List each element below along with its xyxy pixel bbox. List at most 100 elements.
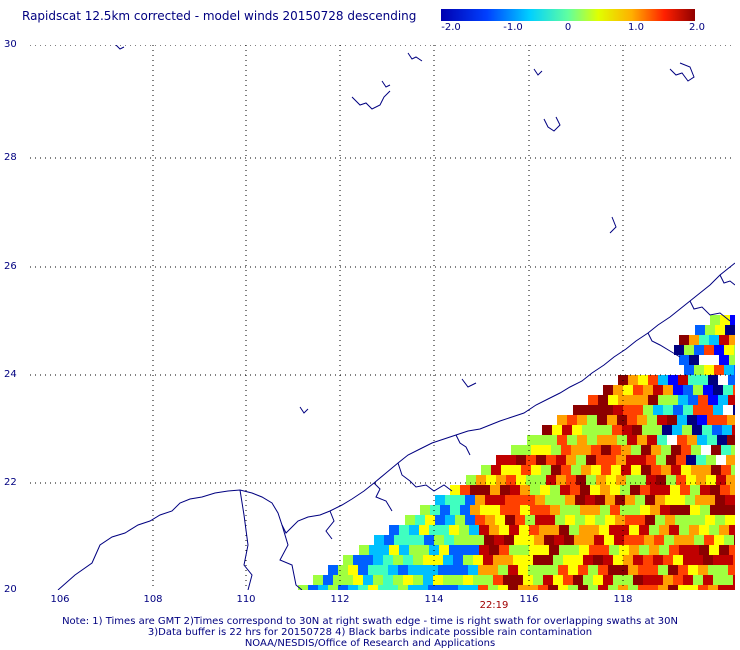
wind-cell bbox=[506, 475, 516, 485]
wind-cell bbox=[623, 555, 633, 565]
wind-cell bbox=[550, 485, 560, 495]
wind-cell bbox=[545, 515, 555, 525]
wind-cell bbox=[516, 455, 526, 465]
lat-lon-grid bbox=[30, 45, 735, 590]
wind-cell bbox=[703, 405, 713, 415]
wind-cell bbox=[714, 365, 724, 375]
wind-cell bbox=[610, 505, 620, 515]
wind-cell bbox=[589, 525, 599, 535]
wind-cell bbox=[694, 345, 704, 355]
wind-cell bbox=[699, 525, 709, 535]
wind-cell bbox=[708, 375, 718, 385]
wind-cell bbox=[688, 375, 698, 385]
wind-cell bbox=[404, 535, 414, 545]
wind-cell bbox=[645, 515, 655, 525]
note-line-2: 3)Data buffer is 22 hrs for 20150728 4) … bbox=[147, 627, 593, 638]
wind-cell bbox=[545, 495, 555, 505]
wind-cell bbox=[595, 515, 605, 525]
wind-cell bbox=[690, 485, 700, 495]
wind-cell bbox=[554, 535, 564, 545]
wind-cell bbox=[693, 575, 703, 585]
wind-cell bbox=[657, 415, 667, 425]
wind-cell bbox=[696, 475, 706, 485]
wind-cell bbox=[563, 555, 573, 565]
wind-cell bbox=[637, 415, 647, 425]
wind-cell bbox=[530, 505, 540, 515]
wind-cell bbox=[465, 495, 475, 505]
wind-cell bbox=[398, 585, 408, 590]
wind-cell bbox=[328, 565, 338, 575]
wind-cell bbox=[673, 385, 683, 395]
wind-cell bbox=[722, 425, 732, 435]
wind-cell bbox=[523, 555, 533, 565]
wind-cell bbox=[454, 535, 464, 545]
wind-cell bbox=[480, 485, 490, 495]
wind-cell bbox=[428, 585, 438, 590]
wind-cell bbox=[560, 485, 570, 495]
wind-cell bbox=[695, 325, 705, 335]
wind-cell bbox=[609, 525, 619, 535]
wind-cell bbox=[530, 485, 540, 495]
wind-cell bbox=[399, 545, 409, 555]
wind-cell bbox=[703, 575, 713, 585]
wind-cell bbox=[368, 585, 378, 590]
wind-cell bbox=[388, 565, 398, 575]
wind-cell bbox=[525, 515, 535, 525]
wind-cell bbox=[358, 565, 368, 575]
wind-cell bbox=[723, 385, 733, 395]
wind-cell bbox=[701, 465, 711, 475]
wind-cell bbox=[706, 455, 716, 465]
wind-cell bbox=[726, 475, 735, 485]
wind-cell bbox=[538, 585, 548, 590]
wind-cell bbox=[338, 565, 348, 575]
wind-cell bbox=[620, 485, 630, 495]
wind-cell bbox=[570, 505, 580, 515]
wind-cell bbox=[668, 395, 678, 405]
wind-cell bbox=[734, 535, 735, 545]
lon-label-106: 106 bbox=[50, 594, 70, 605]
wind-cell bbox=[583, 405, 593, 415]
wind-cell bbox=[508, 585, 518, 590]
wind-cell bbox=[574, 535, 584, 545]
wind-cell bbox=[569, 545, 579, 555]
wind-cell bbox=[734, 365, 735, 375]
wind-cell bbox=[680, 505, 690, 515]
lon-label-112: 112 bbox=[330, 594, 350, 605]
wind-cell bbox=[606, 455, 616, 465]
wind-cell bbox=[504, 535, 514, 545]
wind-cell bbox=[450, 505, 460, 515]
wind-cell bbox=[562, 425, 572, 435]
wind-cell bbox=[689, 525, 699, 535]
wind-cell bbox=[470, 485, 480, 495]
wind-cell bbox=[728, 565, 735, 575]
wind-cell bbox=[494, 535, 504, 545]
wind-cell bbox=[619, 525, 629, 535]
wind-cell bbox=[688, 585, 698, 590]
wind-cell bbox=[501, 465, 511, 475]
wind-cell bbox=[613, 405, 623, 415]
wind-cell bbox=[515, 515, 525, 525]
wind-cell bbox=[664, 535, 674, 545]
wind-cell bbox=[666, 455, 676, 465]
wind-cell bbox=[475, 495, 485, 505]
wind-cell bbox=[433, 575, 443, 585]
wind-cell bbox=[715, 515, 725, 525]
wind-cell bbox=[608, 395, 618, 405]
wind-cell bbox=[557, 435, 567, 445]
wind-cell bbox=[715, 325, 725, 335]
wind-cell bbox=[470, 505, 480, 515]
wind-cell bbox=[465, 515, 475, 525]
wind-cell bbox=[546, 475, 556, 485]
wind-cell bbox=[489, 525, 499, 535]
wind-cell bbox=[648, 375, 658, 385]
wind-cell bbox=[658, 395, 668, 405]
wind-cell bbox=[685, 515, 695, 525]
wind-cell bbox=[588, 585, 598, 590]
wind-cell bbox=[675, 495, 685, 505]
wind-cell bbox=[723, 575, 733, 585]
wind-cell bbox=[464, 535, 474, 545]
wind-cell bbox=[602, 425, 612, 435]
wind-cell bbox=[328, 585, 338, 590]
wind-cell bbox=[699, 335, 709, 345]
wind-cell bbox=[458, 585, 468, 590]
